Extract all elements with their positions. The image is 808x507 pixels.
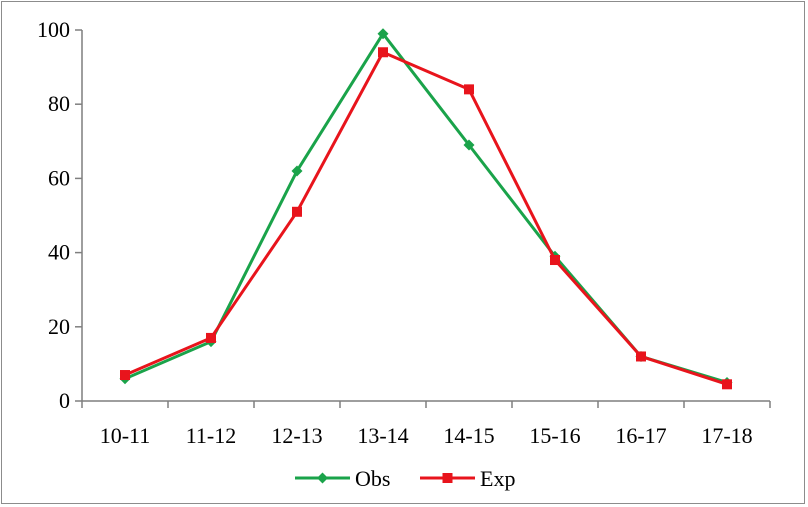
x-axis-ticks: 10-11 11-12 12-13 13-14 14-15 15-16 16-17 17-18 — [81, 401, 771, 448]
legend: Obs Exp — [295, 466, 515, 491]
y-axis-ticks: 0 20 40 60 80 100 — [37, 17, 82, 413]
legend-marker — [317, 472, 328, 484]
data-point-exp — [722, 379, 732, 390]
x-tick-label: 17-18 — [701, 423, 752, 448]
data-point-obs — [463, 139, 475, 151]
x-tick-label: 15-16 — [529, 423, 580, 448]
data-point-exp — [550, 255, 560, 266]
data-point-exp — [292, 206, 302, 217]
x-tick-label: 13-14 — [357, 423, 408, 448]
x-tick-label: 10-11 — [100, 423, 151, 448]
data-point-exp — [120, 370, 130, 381]
x-tick-label: 12-13 — [271, 423, 322, 448]
series-line-exp — [124, 50, 728, 386]
data-point-obs — [291, 165, 303, 177]
x-tick-label: 14-15 — [443, 423, 494, 448]
data-point-exp — [464, 84, 474, 95]
series-exp — [120, 47, 732, 390]
y-tick-label: 20 — [48, 314, 70, 339]
axes — [81, 30, 770, 402]
data-point-obs — [377, 28, 389, 40]
series-layer — [119, 28, 733, 390]
y-tick-label: 60 — [48, 165, 70, 190]
y-tick-label: 100 — [37, 17, 70, 42]
y-tick-label: 40 — [48, 240, 70, 265]
x-tick-label: 11-12 — [186, 423, 237, 448]
data-point-exp — [378, 47, 388, 58]
y-tick-label: 80 — [48, 91, 70, 116]
legend-item-exp: Exp — [420, 466, 515, 491]
data-point-exp — [206, 332, 216, 343]
y-tick-label: 0 — [59, 388, 70, 413]
legend-label: Exp — [480, 466, 515, 491]
legend-label: Obs — [355, 466, 390, 491]
data-point-exp — [636, 351, 646, 362]
legend-marker — [442, 473, 453, 483]
x-tick-label: 16-17 — [615, 423, 666, 448]
legend-item-obs: Obs — [295, 466, 390, 491]
